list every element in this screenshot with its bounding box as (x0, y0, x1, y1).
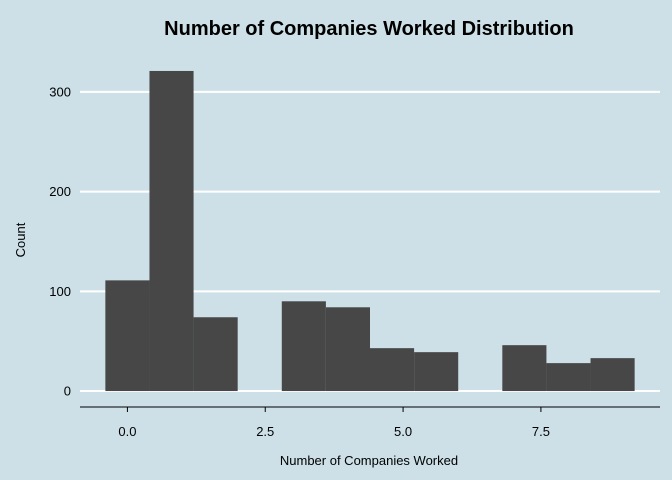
x-tick-label: 0.0 (118, 424, 136, 439)
y-tick-label: 200 (49, 184, 71, 199)
y-tick-label: 0 (64, 384, 71, 399)
x-tick-label: 2.5 (256, 424, 274, 439)
x-tick-label: 7.5 (532, 424, 550, 439)
x-tick-label: 5.0 (394, 424, 412, 439)
histogram-bars (105, 70, 635, 392)
y-axis-ticks: 0 100 200 300 (49, 84, 71, 398)
x-axis-label: Number of Companies Worked (280, 453, 458, 468)
y-tick-label: 300 (49, 84, 71, 99)
histogram-bar (281, 301, 326, 392)
histogram-bar (193, 317, 238, 392)
histogram-bar (370, 348, 415, 392)
y-tick-label: 100 (49, 284, 71, 299)
histogram-bar (590, 358, 635, 392)
histogram-bar (502, 345, 547, 392)
histogram-bar (149, 70, 194, 392)
chart-title: Number of Companies Worked Distribution (164, 18, 574, 40)
histogram-bar (546, 363, 591, 392)
x-axis-ticks: 0.0 2.5 5.0 7.5 (118, 407, 550, 439)
y-axis-label: Count (13, 222, 28, 257)
histogram-bar (325, 307, 370, 392)
histogram-bar (105, 280, 150, 392)
histogram-bar (414, 352, 459, 392)
